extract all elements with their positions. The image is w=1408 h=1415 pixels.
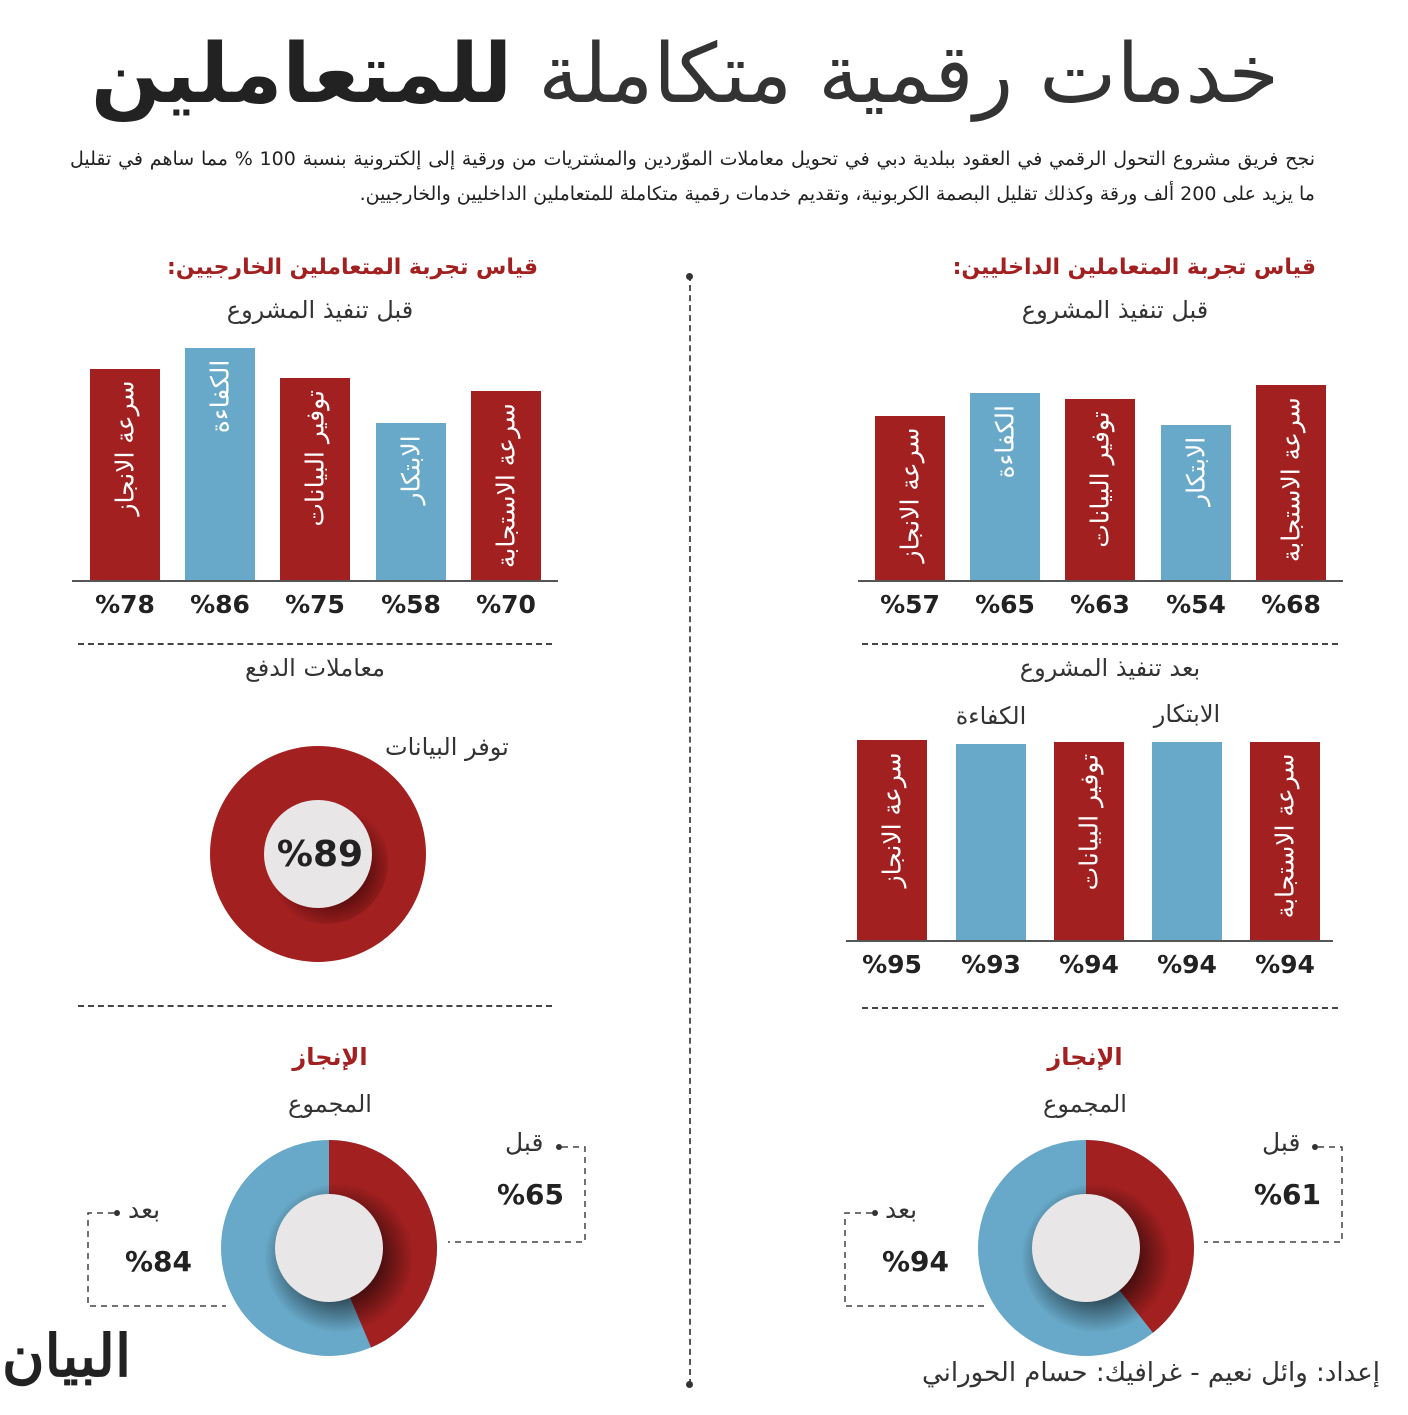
internal-after-label: بعد تنفيذ المشروع xyxy=(1019,654,1201,682)
before-annotation: قبل xyxy=(1262,1128,1301,1157)
value-label: %58 xyxy=(381,590,441,619)
bar-label: سرعة الانجاز xyxy=(110,381,140,517)
connector-dot xyxy=(556,1144,562,1150)
bar-label: سرعة الاستجابة xyxy=(1276,396,1306,562)
after-connector xyxy=(844,1212,984,1307)
bar-5: سرعة الاستجابة xyxy=(471,391,541,580)
pie-center xyxy=(264,800,372,908)
bar-3: توفير البيانات xyxy=(280,377,350,580)
before-annotation: قبل xyxy=(505,1128,544,1157)
after-connector xyxy=(87,1212,226,1307)
data-availability-label: توفر البيانات xyxy=(385,733,509,761)
value-label: %94 xyxy=(1157,950,1217,979)
bar-label: الابتكار xyxy=(1181,437,1211,507)
bar-label: الكفاءة xyxy=(955,701,1027,730)
value-label: %94 xyxy=(1059,950,1119,979)
bar-3: توفير البيانات xyxy=(1065,399,1135,580)
separator xyxy=(862,1007,1338,1009)
external-total-label: المجموع xyxy=(288,1090,372,1118)
credits: إعداد: وائل نعيم - غرافيك: حسام الحوراني xyxy=(922,1358,1380,1388)
bar-1: سرعة الانجاز xyxy=(875,416,945,580)
bar-4: الابتكار xyxy=(376,423,446,580)
internal-before-label: قبل تنفيذ المشروع xyxy=(1021,296,1209,324)
value-label: %75 xyxy=(285,590,345,619)
value-label: %86 xyxy=(190,590,250,619)
bar-2: الكفاءة xyxy=(185,347,255,580)
vertical-divider xyxy=(689,275,691,1385)
external-achievement-donut xyxy=(87,1140,586,1356)
after-annotation: بعد xyxy=(885,1195,918,1224)
separator xyxy=(78,1005,552,1007)
internal-heading: قياس تجربة المتعاملين الداخليين: xyxy=(952,255,1316,280)
data-availability-value: %89 xyxy=(276,834,364,875)
page-title: خدمات رقمية متكاملة للمتعاملين xyxy=(90,27,1280,122)
divider-dot xyxy=(686,1381,693,1388)
bar-label: سرعة الاستجابة xyxy=(1270,753,1300,919)
external-before-label: قبل تنفيذ المشروع xyxy=(226,296,414,324)
value-label: %65 xyxy=(975,590,1035,619)
before-value: %65 xyxy=(497,1178,565,1211)
bar-label: الكفاءة xyxy=(990,405,1020,479)
external-achievement-title: الإنجاز xyxy=(292,1043,368,1071)
connector-dot xyxy=(114,1210,120,1216)
bar-label: سرعة الانجاز xyxy=(895,428,925,564)
x-axis xyxy=(72,580,558,582)
value-label: %63 xyxy=(1070,590,1130,619)
value-label: %70 xyxy=(476,590,536,619)
donut-center xyxy=(275,1194,383,1302)
internal-achievement-donut xyxy=(844,1140,1343,1356)
value-label: %57 xyxy=(880,590,940,619)
bar-2 xyxy=(956,743,1026,940)
separator xyxy=(78,643,552,645)
connector-dot xyxy=(872,1210,878,1216)
bar-label: توفير البيانات xyxy=(300,389,330,527)
donut-center xyxy=(1032,1194,1140,1302)
payments-label: معاملات الدفع xyxy=(245,654,385,682)
bar-4: الابتكار xyxy=(1161,425,1231,580)
value-label: %68 xyxy=(1261,590,1321,619)
bar-label: توفير البيانات xyxy=(1085,411,1115,548)
bar-4 xyxy=(1152,741,1222,940)
bar-label: الابتكار xyxy=(396,435,426,505)
al-bayan-logo: البيان xyxy=(2,1322,132,1390)
after-value: %94 xyxy=(882,1245,950,1278)
after-annotation: بعد xyxy=(128,1195,161,1224)
x-axis xyxy=(846,940,1333,942)
bar-3: توفير البيانات xyxy=(1054,741,1124,940)
data-availability-pie xyxy=(210,746,426,962)
bar-label: الابتكار xyxy=(1153,699,1221,728)
internal-achievement-title: الإنجاز xyxy=(1047,1043,1123,1071)
value-label: %54 xyxy=(1166,590,1226,619)
separator xyxy=(862,643,1338,645)
bar-label: توفير البيانات xyxy=(1074,753,1104,891)
value-label: %95 xyxy=(862,950,922,979)
intro-paragraph: نجح فريق مشروع التحول الرقمي في العقود ب… xyxy=(70,148,1315,205)
value-label: %93 xyxy=(961,950,1021,979)
divider-dot xyxy=(686,273,693,280)
bar-label: الكفاءة xyxy=(205,359,235,434)
connector-dot xyxy=(1312,1144,1318,1150)
external-heading: قياس تجربة المتعاملين الخارجيين: xyxy=(167,255,538,280)
before-connector xyxy=(1204,1146,1343,1243)
bar-5: سرعة الاستجابة xyxy=(1256,384,1326,580)
value-label: %94 xyxy=(1255,950,1315,979)
x-axis xyxy=(858,580,1343,582)
bar-1: سرعة الانجاز xyxy=(90,369,160,580)
after-value: %84 xyxy=(125,1245,193,1278)
bar-label: سرعة الانجاز xyxy=(877,751,907,887)
value-label: %78 xyxy=(95,590,155,619)
internal-total-label: المجموع xyxy=(1043,1090,1127,1118)
before-connector xyxy=(448,1146,586,1243)
bar-5: سرعة الاستجابة xyxy=(1250,741,1320,940)
before-value: %61 xyxy=(1254,1178,1322,1211)
bar-1: سرعة الانجاز xyxy=(857,739,927,940)
bar-2: الكفاءة xyxy=(970,393,1040,580)
bar-label: سرعة الاستجابة xyxy=(491,403,521,568)
